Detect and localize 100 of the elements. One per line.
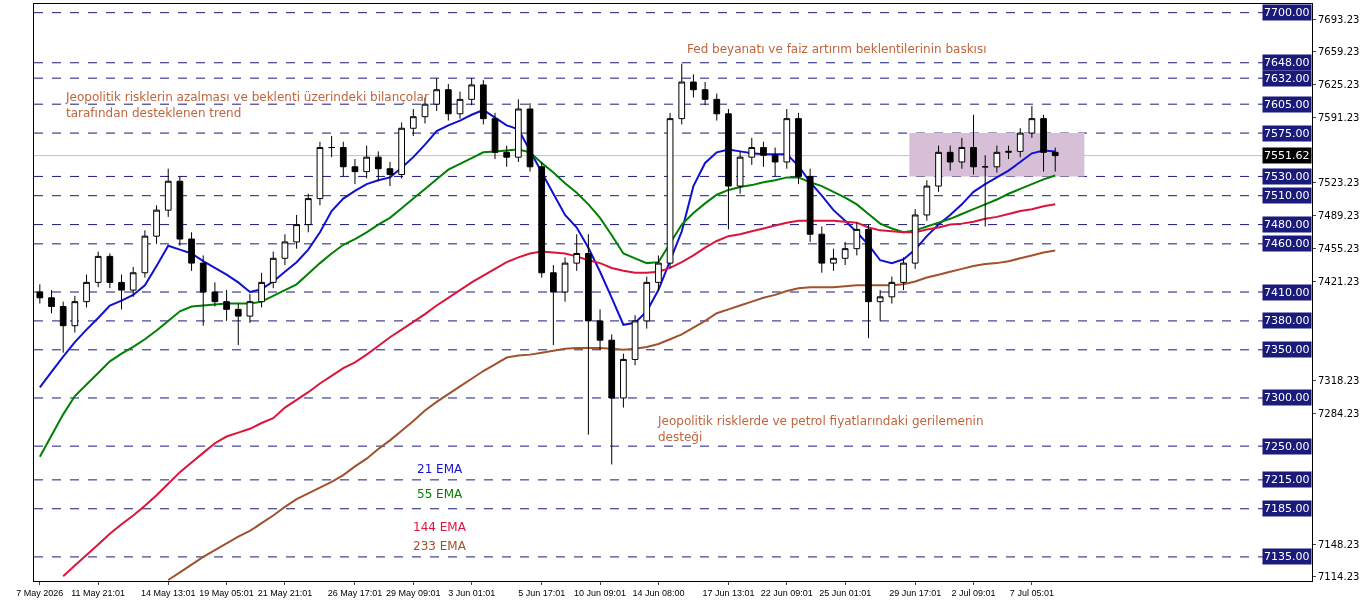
candlestick	[398, 121, 405, 179]
x-tick-label: 7 May 2026	[16, 587, 64, 598]
y-tick-label: 7625.23	[1318, 79, 1360, 91]
x-tick-label: 14 Jun 08:00	[632, 587, 685, 598]
candlestick	[479, 79, 487, 125]
candlestick	[841, 241, 849, 266]
candlestick	[631, 314, 639, 366]
x-tick-label: 11 May 21:01	[71, 587, 126, 598]
candlestick	[573, 233, 581, 272]
y-tick-label: 7114.23	[1318, 571, 1360, 583]
candlestick	[550, 264, 557, 346]
text: 144 EMA	[413, 520, 467, 534]
candlestick	[993, 145, 1001, 174]
ref-line-label: 7605.00	[1264, 98, 1310, 111]
candlestick	[164, 168, 172, 218]
candlestick	[725, 108, 732, 230]
ref-line-label: 7648.00	[1264, 56, 1310, 69]
candlestick	[830, 248, 837, 272]
candlestick	[444, 83, 452, 122]
candlestick	[795, 112, 802, 185]
candlestick	[970, 114, 977, 175]
candlestick	[36, 283, 44, 305]
ref-line-label: 7380.00	[1264, 314, 1310, 327]
line-series	[167, 249, 1057, 581]
candlestick	[409, 108, 417, 137]
ref-line-label: 7460.00	[1264, 237, 1310, 250]
line-series	[62, 203, 1057, 578]
y-tick-label: 7455.23	[1318, 242, 1360, 254]
candlestick	[865, 224, 872, 339]
y-tick-label: 7421.23	[1318, 275, 1360, 287]
y-tick-label: 7318.23	[1318, 374, 1360, 386]
candlestick	[981, 154, 989, 228]
candlestick	[585, 233, 592, 436]
candlestick	[258, 272, 265, 308]
x-tick-label: 29 May 09:01	[386, 587, 441, 598]
candlestick	[876, 289, 884, 322]
candlestick	[911, 208, 919, 270]
candlestick	[701, 81, 709, 106]
ref-line-label: 7700.00	[1264, 6, 1310, 19]
candlestick	[118, 274, 125, 310]
candlestick	[246, 293, 254, 324]
candlestick	[958, 137, 966, 170]
candlestick	[1005, 145, 1012, 160]
candlestick	[561, 256, 569, 303]
x-tick-label: 29 Jun 17:01	[889, 587, 942, 598]
candlestick	[690, 73, 697, 98]
ref-line-label: 7410.00	[1264, 286, 1310, 299]
y-tick-label: 7659.23	[1318, 46, 1360, 58]
candlestick	[666, 112, 674, 269]
candlestick	[853, 222, 861, 256]
candlestick	[515, 98, 522, 163]
candlestick	[316, 141, 324, 206]
x-tick-label: 3 Jun 01:01	[448, 587, 496, 598]
candlestick	[83, 274, 90, 308]
candlestick	[946, 145, 954, 172]
ref-line-label: 7250.00	[1264, 440, 1310, 453]
candlestick	[374, 150, 382, 182]
candlestick	[234, 303, 242, 346]
candlestick	[655, 254, 662, 291]
candlestick	[643, 276, 651, 330]
candlestick	[71, 295, 79, 333]
ref-line-label: 7530.00	[1264, 170, 1310, 183]
x-tick-label: 2 Jul 09:01	[951, 587, 996, 598]
x-tick-label: 7 Jul 05:01	[1009, 587, 1054, 598]
y-tick-label: 7693.23	[1318, 13, 1360, 25]
y-tick-label: 7489.23	[1318, 210, 1360, 222]
candlestick	[526, 102, 534, 173]
ref-line-label: 7632.00	[1264, 72, 1310, 85]
text: 55 EMA	[417, 487, 464, 501]
x-tick-label: 25 Jun 01:01	[819, 587, 872, 598]
y-tick-label: 7284.23	[1318, 407, 1360, 419]
x-tick-label: 26 May 17:01	[327, 587, 383, 598]
candlestick	[888, 276, 896, 305]
candlestick	[211, 281, 219, 307]
candlestick	[328, 135, 335, 158]
candlestick	[456, 91, 464, 120]
candlestick	[304, 193, 312, 233]
candlestick	[1040, 114, 1047, 173]
candlestick	[94, 251, 102, 288]
text: 233 EMA	[413, 539, 467, 553]
candlestick	[748, 137, 756, 166]
candlestick	[351, 158, 359, 185]
candlestick	[771, 147, 779, 177]
candlestick	[59, 301, 67, 354]
candlestick	[806, 168, 814, 243]
ref-line-label: 7480.00	[1264, 218, 1310, 231]
candlestick	[1016, 127, 1024, 158]
candlestick	[106, 252, 114, 289]
candlestick	[538, 161, 546, 279]
candlestick	[503, 145, 511, 168]
candlestick	[339, 141, 347, 177]
ref-line-label: 7510.00	[1264, 189, 1310, 202]
x-tick-label: 21 May 21:01	[257, 587, 313, 598]
x-tick-label: 5 Jun 17:01	[518, 587, 566, 598]
annotation: Jeopolitik risklerin azalması ve beklenti üzerindeki bilançolar tarafından desteklenen trend	[65, 90, 429, 120]
x-tick-label: 17 Jun 13:01	[702, 587, 755, 598]
x-tick-label: 19 May 05:01	[199, 587, 254, 598]
annotation: Fed beyanatı ve faiz artırım beklentilerinin baskısı	[687, 42, 987, 56]
line-series	[38, 148, 1057, 458]
candlestick	[620, 353, 627, 409]
